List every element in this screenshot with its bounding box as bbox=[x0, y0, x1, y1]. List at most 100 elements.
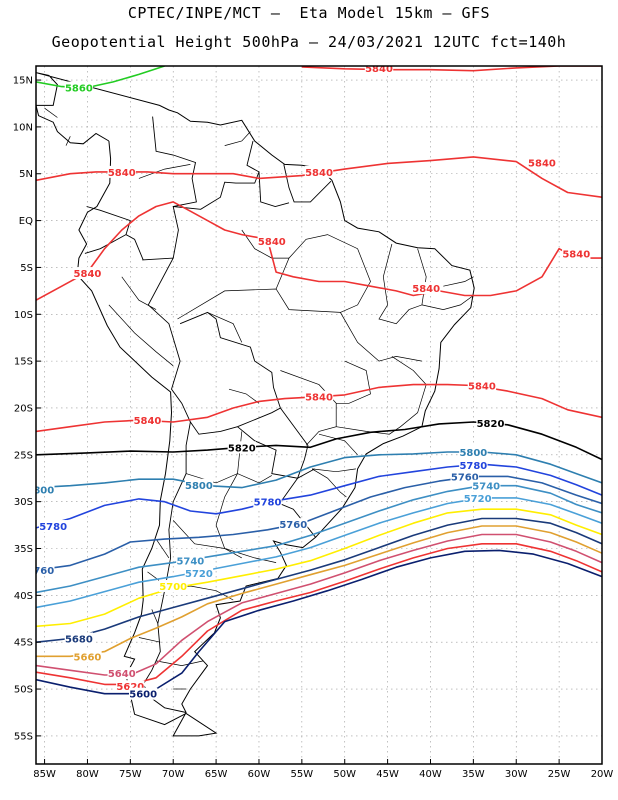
contour-label-5680: 5680 bbox=[65, 634, 93, 645]
state-border bbox=[421, 295, 474, 310]
contour-label-bg bbox=[304, 165, 334, 178]
map-title-line1: CPTEC/INPE/MCT – Eta Model 15km – GFS bbox=[127, 4, 491, 22]
contour-5680 bbox=[36, 517, 602, 643]
contour-5800 bbox=[36, 451, 602, 489]
state-border bbox=[228, 388, 260, 404]
contour-label-5800: 5800 bbox=[185, 481, 213, 492]
country-border bbox=[152, 116, 197, 259]
contour-label-bg bbox=[459, 446, 488, 459]
lon-tick-label: 65W bbox=[205, 769, 228, 780]
contour-label-5760: 5760 bbox=[279, 520, 307, 531]
contour-label-5840: 5840 bbox=[74, 269, 102, 280]
contour-label-bg bbox=[133, 414, 162, 427]
lat-tick-label: 55S bbox=[14, 731, 33, 742]
state-border bbox=[336, 360, 371, 404]
contour-label-bg bbox=[128, 687, 158, 700]
state-border bbox=[280, 370, 337, 446]
contour-label-5780: 5780 bbox=[459, 461, 487, 472]
contour-5660 bbox=[36, 525, 602, 658]
contour-label-bg bbox=[411, 282, 441, 295]
contour-label-bg bbox=[527, 156, 557, 169]
map-title-line2: Geopotential Height 500hPa – 24/03/2021 … bbox=[51, 33, 567, 51]
lat-tick-label: 50S bbox=[14, 685, 33, 696]
contour-label-5760: 5760 bbox=[451, 472, 479, 483]
contour-label-5840: 5840 bbox=[528, 159, 556, 170]
lon-tick-label: 35W bbox=[462, 769, 485, 780]
contour-label-bg bbox=[38, 520, 68, 533]
contour-label-5780: 5780 bbox=[39, 522, 67, 533]
state-border bbox=[121, 276, 157, 310]
contour-label-bg bbox=[64, 81, 94, 94]
contour-5620 bbox=[36, 543, 602, 686]
contour-label-5840: 5840 bbox=[108, 168, 136, 179]
contour-label-bg bbox=[73, 267, 102, 280]
state-border bbox=[44, 107, 58, 118]
contour-label-bg bbox=[364, 66, 394, 74]
state-border bbox=[207, 312, 243, 343]
contour-label-5820: 5820 bbox=[477, 419, 505, 430]
contour-label-5840: 5840 bbox=[412, 284, 440, 295]
contour-label-5840: 5840 bbox=[305, 393, 333, 404]
contour-label-bg bbox=[476, 416, 505, 429]
contour-label-bg bbox=[562, 247, 591, 260]
contour-label-bg bbox=[176, 554, 205, 567]
contour-label-5780: 5780 bbox=[254, 498, 282, 509]
contour-labels: 5860 5840 5840 5840 5840 5840 5840 5840 5840 5840… bbox=[36, 66, 591, 701]
contour-label-5840: 5840 bbox=[305, 168, 333, 179]
country-border bbox=[179, 311, 281, 435]
state-border bbox=[138, 637, 161, 643]
state-border bbox=[241, 229, 289, 259]
state-border bbox=[336, 356, 427, 435]
contour-label-5840: 5840 bbox=[562, 249, 590, 260]
contour-label-5840: 5840 bbox=[134, 416, 162, 427]
lon-tick-label: 75W bbox=[119, 769, 142, 780]
lat-tick-label: 15N bbox=[13, 76, 33, 87]
lon-tick-label: 25W bbox=[548, 769, 571, 780]
contour-label-5720: 5720 bbox=[185, 569, 213, 580]
lat-tick-label: 15S bbox=[14, 357, 33, 368]
lon-tick-label: 60W bbox=[248, 769, 271, 780]
plot-frame bbox=[35, 65, 603, 765]
contour-label-bg bbox=[253, 495, 282, 508]
state-border bbox=[177, 288, 422, 362]
lon-tick-label: 55W bbox=[291, 769, 314, 780]
contour-label-bg bbox=[64, 632, 94, 645]
contour-label-bg bbox=[459, 459, 488, 472]
lat-tick-label: 40S bbox=[14, 591, 33, 602]
state-border bbox=[151, 609, 159, 624]
contour-label-5700: 5700 bbox=[159, 582, 187, 593]
lon-tick-label: 85W bbox=[33, 769, 56, 780]
state-border bbox=[155, 538, 170, 559]
contour-label-5800: 5800 bbox=[459, 448, 487, 459]
state-border bbox=[108, 304, 174, 367]
contour-5840 bbox=[36, 201, 602, 301]
country-border bbox=[283, 164, 332, 203]
contour-label-bg bbox=[184, 566, 214, 579]
contour-label-5820: 5820 bbox=[228, 443, 256, 454]
contour-5780 bbox=[36, 463, 602, 529]
state-border bbox=[275, 234, 371, 313]
contour-label-5740: 5740 bbox=[176, 557, 204, 568]
contour-label-5860: 5860 bbox=[65, 84, 93, 95]
contour-label-bg bbox=[304, 390, 334, 403]
contour-label-bg bbox=[107, 667, 136, 680]
contour-label-bg bbox=[159, 579, 188, 592]
lon-tick-label: 80W bbox=[76, 769, 99, 780]
lon-tick-label: 40W bbox=[419, 769, 442, 780]
contour-label-bg bbox=[184, 478, 214, 491]
country-border bbox=[258, 171, 290, 207]
lon-tick-label: 70W bbox=[162, 769, 185, 780]
contour-5720 bbox=[36, 497, 602, 609]
contour-5860 bbox=[36, 66, 165, 89]
lon-tick-label: 20W bbox=[591, 769, 614, 780]
contour-label-bg bbox=[463, 491, 492, 504]
contour-label-bg bbox=[467, 379, 497, 392]
contour-label-5840: 5840 bbox=[258, 237, 286, 248]
contour-label-5740: 5740 bbox=[472, 482, 500, 493]
state-border bbox=[311, 468, 347, 498]
contour-5700 bbox=[36, 508, 602, 628]
country-border bbox=[173, 140, 260, 210]
lat-tick-label: 5N bbox=[19, 169, 33, 180]
contour-label-5600: 5600 bbox=[129, 690, 157, 701]
